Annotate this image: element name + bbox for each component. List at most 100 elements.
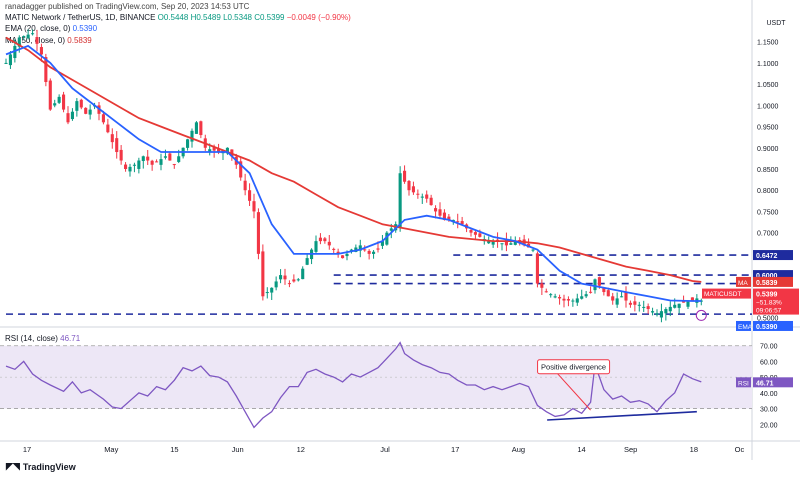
- candle-body-86: [385, 232, 389, 245]
- candle-body-66: [296, 279, 300, 281]
- candle-body-127: [566, 299, 570, 301]
- candle-body-59: [265, 292, 269, 294]
- rsi-line: [5, 341, 702, 429]
- price-tick-2: 1.0500: [757, 82, 779, 89]
- tradingview-logo-icon: ◤◥: [6, 461, 20, 471]
- price-tick-5: 0.9000: [757, 146, 779, 153]
- candle-body-23: [106, 124, 110, 133]
- ema-value: 0.5390: [72, 24, 98, 33]
- candle-body-3: [17, 37, 21, 47]
- divergence-annotation-box: [537, 359, 611, 375]
- candle-body-149: [664, 309, 668, 314]
- candle-body-24: [110, 134, 114, 143]
- candle-body-55: [248, 190, 252, 201]
- price-tag-label-bg-2: [736, 276, 751, 287]
- candle-body-50: [225, 147, 229, 154]
- symbol-tag-bg: [702, 288, 751, 299]
- ma-label: MA (50, close, 0): [5, 36, 66, 45]
- ma-legend[interactable]: MA (50, close, 0) 0.5839: [5, 36, 92, 45]
- candle-body-42: [190, 130, 194, 142]
- candle-body-107: [478, 233, 482, 237]
- candle-body-150: [668, 306, 672, 312]
- candle-body-2: [13, 45, 17, 59]
- candle-body-65: [292, 279, 296, 282]
- price-tag-label-bg-4: [736, 320, 751, 331]
- published-line: ranadagger published on TradingView.com,…: [5, 2, 250, 11]
- time-label-6: 17: [451, 445, 459, 454]
- candle-body-54: [243, 180, 247, 191]
- candle-body-34: [155, 161, 159, 163]
- candle-body-96: [429, 197, 433, 206]
- rsi-tick-0: 70.00: [760, 344, 778, 351]
- ema-legend[interactable]: EMA (20, close, 0) 0.5390: [5, 24, 97, 33]
- candle-body-16: [75, 101, 79, 111]
- price-tick-8: 0.7500: [757, 209, 779, 216]
- candle-body-154: [686, 301, 690, 307]
- candle-body-90: [403, 170, 407, 182]
- candle-body-58: [261, 251, 265, 297]
- candle-body-132: [589, 291, 593, 293]
- candle-body-136: [606, 290, 610, 297]
- candle-body-38: [172, 164, 176, 166]
- candle-body-18: [84, 107, 88, 114]
- rsi-value-tag: 46.71: [756, 380, 774, 387]
- price-tag-bg-4: [753, 320, 793, 331]
- divergence-annotation-text: Positive divergence: [541, 363, 606, 372]
- candle-body-72: [323, 238, 327, 242]
- candle-body-140: [624, 292, 628, 301]
- rsi-tick-1: 60.00: [760, 359, 778, 366]
- candle-body-28: [128, 166, 132, 172]
- price-tag-bg-2: [753, 276, 793, 287]
- ema20-line: [5, 44, 702, 302]
- candle-body-4: [22, 36, 26, 38]
- rsi-legend[interactable]: RSI (14, close) 46.71: [5, 334, 80, 343]
- price-tag-4: 0.5390: [756, 324, 778, 331]
- candle-body-95: [425, 194, 429, 199]
- candle-body-121: [540, 283, 544, 288]
- candle-body-14: [66, 113, 70, 123]
- time-label-3: Jun: [232, 445, 244, 454]
- candle-body-32: [146, 156, 150, 161]
- time-label-5: Jul: [380, 445, 390, 454]
- candle-body-81: [363, 249, 367, 251]
- candle-body-22: [101, 114, 105, 123]
- price-tick-1: 1.1000: [757, 61, 779, 68]
- candle-body-75: [336, 251, 340, 254]
- candle-body-137: [611, 296, 615, 301]
- symbol-tag: MATICUSDT: [704, 291, 741, 298]
- candle-body-82: [367, 250, 371, 254]
- time-label-4: 12: [297, 445, 305, 454]
- candle-body-62: [279, 275, 283, 280]
- candle-body-103: [460, 221, 464, 225]
- candle-body-43: [194, 122, 198, 134]
- candle-body-109: [487, 241, 491, 244]
- candle-body-39: [177, 156, 181, 162]
- time-label-1: May: [104, 445, 118, 454]
- candle-body-123: [549, 294, 553, 296]
- candle-body-85: [380, 241, 384, 246]
- candle-body-147: [655, 313, 659, 315]
- symbol-ohlc-line: MATIC Network / TetherUS, 1D, BINANCE O0…: [5, 13, 351, 22]
- candle-body-115: [513, 241, 517, 245]
- candle-body-8: [39, 47, 43, 55]
- candle-body-126: [562, 298, 566, 301]
- candle-body-152: [677, 303, 681, 308]
- candle-body-15: [70, 111, 74, 120]
- candle-body-26: [119, 149, 123, 161]
- candle-body-141: [628, 302, 632, 305]
- candle-body-112: [500, 243, 504, 245]
- candle-body-134: [597, 277, 601, 286]
- candle-body-48: [217, 148, 221, 153]
- candle-body-1: [8, 54, 12, 66]
- tradingview-logo[interactable]: ◤◥ TradingView: [6, 461, 76, 472]
- candle-body-130: [580, 296, 584, 299]
- candle-body-142: [633, 301, 637, 305]
- alert-marker-icon: [695, 309, 707, 321]
- candle-body-144: [642, 306, 646, 308]
- candle-body-128: [571, 300, 575, 302]
- price-tick-9: 0.7000: [757, 231, 779, 238]
- price-tag-1: 0.6000: [756, 273, 778, 280]
- candle-body-56: [252, 201, 256, 212]
- candle-body-83: [372, 251, 376, 254]
